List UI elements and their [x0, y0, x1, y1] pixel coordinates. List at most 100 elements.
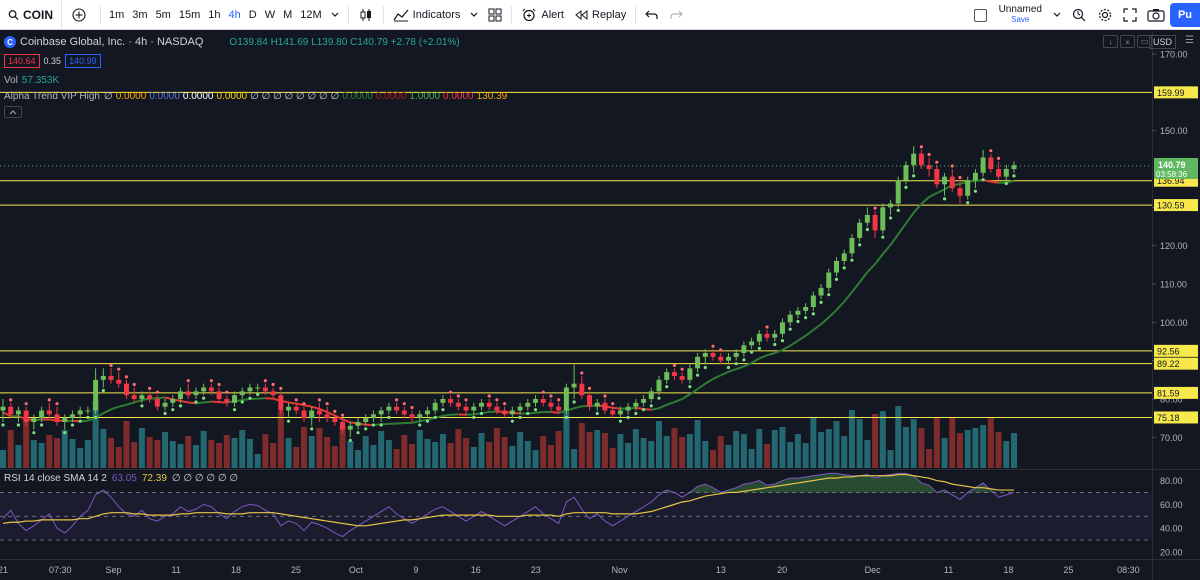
- replay-button[interactable]: Replay: [569, 0, 631, 30]
- layout-name-button[interactable]: Unnamed Save: [993, 5, 1048, 25]
- trend-line-segment: [550, 411, 559, 414]
- fullscreen-button[interactable]: [1118, 0, 1142, 30]
- legend-collapse-row: [4, 104, 507, 120]
- volume-bar: [501, 437, 508, 468]
- indicators-button[interactable]: Indicators: [388, 0, 466, 30]
- ask-price[interactable]: 140.99: [65, 54, 101, 68]
- redo-button[interactable]: [664, 0, 688, 30]
- interval-w[interactable]: W: [264, 8, 276, 21]
- volume-bar: [710, 450, 717, 468]
- indicator-templates-button[interactable]: [465, 0, 483, 30]
- interval-dropdown-button[interactable]: [326, 0, 344, 30]
- candle-body: [31, 418, 37, 422]
- volume-value: 57.353K: [21, 74, 60, 86]
- interval-d[interactable]: D: [248, 8, 257, 21]
- symbol-search[interactable]: COIN: [0, 0, 62, 30]
- volume-bar: [949, 418, 956, 468]
- signal-dot: [24, 402, 28, 406]
- alert-button[interactable]: Alert: [516, 0, 569, 30]
- indicators-icon: [393, 9, 409, 21]
- signal-dot: [387, 415, 391, 419]
- candle-body: [718, 356, 724, 361]
- volume-bar: [385, 440, 392, 468]
- collapse-pane-button[interactable]: ⌅: [1120, 35, 1135, 48]
- undo-button[interactable]: [640, 0, 664, 30]
- trend-line-segment: [843, 291, 853, 303]
- maximize-pane-button[interactable]: ▭: [1137, 35, 1152, 48]
- chart-canvas[interactable]: 70.0080.0090.00100.00110.00120.00130.001…: [0, 31, 1200, 580]
- currency-button[interactable]: USD: [1148, 35, 1176, 49]
- divider: [382, 5, 384, 24]
- plus-circle-icon: [72, 7, 86, 22]
- volume-bar: [355, 450, 362, 468]
- layouts-button[interactable]: [483, 0, 507, 30]
- trend-line-segment: [874, 253, 884, 265]
- interval-3m[interactable]: 3m: [132, 8, 148, 21]
- signal-dot: [649, 404, 653, 408]
- candle-body: [571, 383, 577, 388]
- chart-area[interactable]: 70.0080.0090.00100.00110.00120.00130.001…: [0, 31, 1200, 580]
- signal-dot: [557, 398, 561, 402]
- indicators-label: Indicators: [412, 8, 461, 21]
- signal-dot: [39, 423, 44, 427]
- signal-dot: [256, 392, 260, 396]
- layout-checkbox[interactable]: [973, 8, 987, 22]
- trend-line-segment: [126, 401, 135, 406]
- volume-bar: [779, 427, 786, 468]
- candle-body: [656, 379, 662, 392]
- signal-dot: [317, 398, 322, 402]
- signal-dot: [927, 152, 931, 157]
- interval-1m[interactable]: 1m: [109, 8, 125, 21]
- move-down-button[interactable]: ↓: [1103, 35, 1118, 48]
- signal-dot: [796, 319, 800, 324]
- settings-button[interactable]: [1092, 0, 1118, 30]
- level-price-tag: [1154, 86, 1198, 99]
- signal-dot: [1004, 181, 1008, 186]
- candle-body: [471, 406, 477, 411]
- volume-bar: [810, 417, 817, 468]
- undo-icon: [645, 10, 658, 19]
- candle-body: [803, 307, 809, 311]
- trend-line-segment: [774, 349, 783, 354]
- interval-m[interactable]: M: [283, 8, 293, 21]
- rsi-name[interactable]: RSI 14 close SMA 14 2: [4, 473, 107, 484]
- interval-1h[interactable]: 1h: [208, 8, 221, 21]
- volume-bar: [933, 417, 940, 468]
- compare-symbol-button[interactable]: [62, 0, 96, 30]
- trend-line-segment: [697, 382, 706, 390]
- legend-title[interactable]: Coinbase Global, Inc. · 4h · NASDAQ: [20, 36, 204, 48]
- interval-15m[interactable]: 15m: [178, 8, 201, 21]
- level-price-label: 136.94: [1157, 176, 1185, 186]
- signal-dot: [688, 385, 692, 389]
- layout-menu-button[interactable]: [1048, 0, 1066, 30]
- more-menu-icon[interactable]: ☰: [1185, 35, 1194, 46]
- interval-4h[interactable]: 4h: [228, 8, 241, 21]
- rewind-icon: [575, 9, 588, 20]
- volume-bar: [254, 454, 261, 468]
- rsi-tick-label: 80.00: [1160, 476, 1183, 486]
- trend-line-segment: [889, 233, 900, 246]
- publish-button[interactable]: Pu: [1169, 3, 1200, 27]
- trend-line-segment: [102, 408, 112, 415]
- interval-5m[interactable]: 5m: [155, 8, 171, 21]
- quick-search-button[interactable]: [1066, 0, 1092, 30]
- volume-bar: [833, 421, 840, 468]
- signal-dot: [402, 402, 406, 406]
- candle-body: [988, 157, 994, 169]
- candle-body: [39, 410, 45, 419]
- chart-type-button[interactable]: [353, 0, 379, 30]
- trend-line-segment: [766, 352, 776, 357]
- interval-12m[interactable]: 12M: [300, 8, 322, 21]
- signal-dot: [16, 423, 21, 427]
- price-tick-label: 100.00: [1160, 318, 1188, 328]
- volume-bar: [478, 433, 485, 468]
- signal-dot: [942, 197, 947, 201]
- signal-dot: [209, 379, 213, 383]
- volume-bar: [555, 431, 562, 468]
- bid-price[interactable]: 140.64: [4, 54, 40, 68]
- indicator-name[interactable]: Alpha Trend VIP High: [4, 90, 100, 102]
- level-price-label: 81.59: [1157, 388, 1180, 398]
- snapshot-button[interactable]: [1142, 0, 1170, 30]
- collapse-legend-button[interactable]: [4, 106, 22, 118]
- signal-dot: [495, 398, 499, 402]
